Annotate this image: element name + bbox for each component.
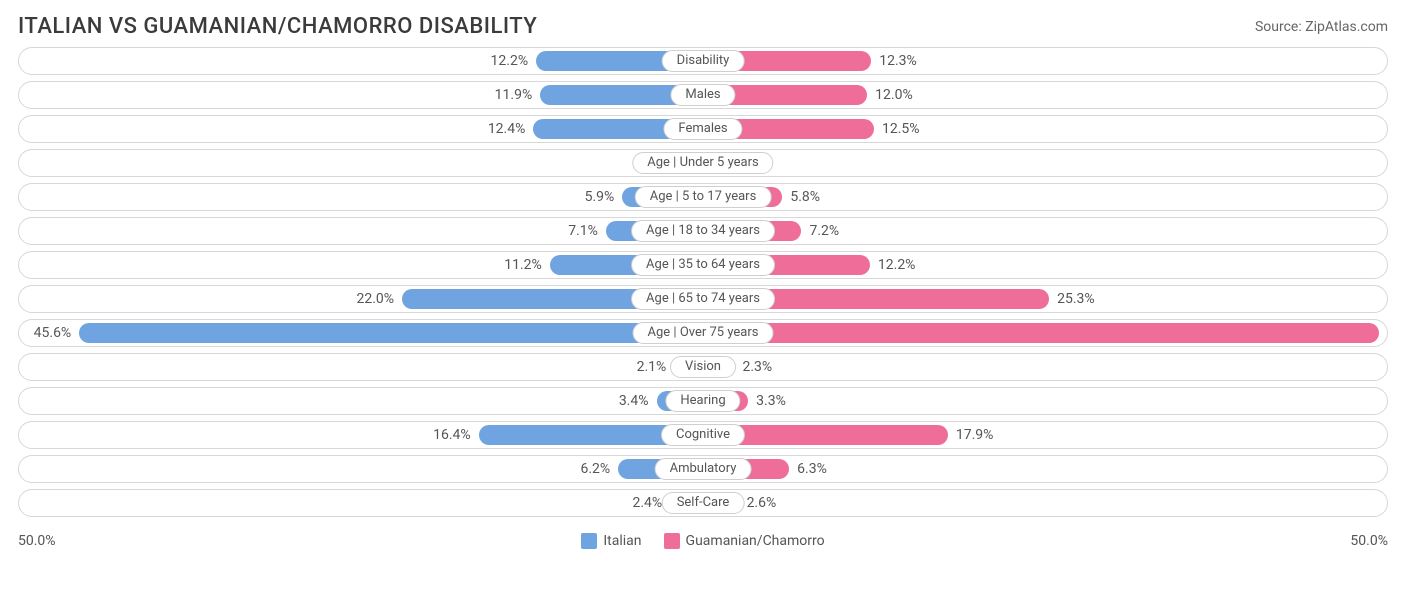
value-left: 22.0% [356, 291, 394, 307]
chart-row: 11.2% 12.2% Age | 35 to 64 years [18, 251, 1388, 279]
chart-header: ITALIAN VS GUAMANIAN/CHAMORRO DISABILITY… [0, 0, 1406, 47]
value-right: 2.3% [742, 359, 772, 375]
legend-label-left: Italian [603, 533, 641, 549]
chart-row: 22.0% 25.3% Age | 65 to 74 years [18, 285, 1388, 313]
value-right: 25.3% [1057, 291, 1095, 307]
value-left: 7.1% [568, 223, 598, 239]
chart-row: 2.4% 2.6%Self-Care [18, 489, 1388, 517]
value-right: 17.9% [956, 427, 994, 443]
row-label: Age | 65 to 74 years [631, 288, 775, 310]
value-left: 5.9% [585, 189, 615, 205]
axis-right-max: 50.0% [1350, 533, 1388, 549]
value-left: 2.1% [637, 359, 667, 375]
value-left: 12.2% [491, 53, 529, 69]
legend-label-right: Guamanian/Chamorro [686, 533, 825, 549]
value-left: 3.4% [619, 393, 649, 409]
value-right: 6.3% [797, 461, 827, 477]
value-right: 12.2% [878, 257, 916, 273]
chart-row: 12.2% 12.3% Disability [18, 47, 1388, 75]
chart-row: 12.4% 12.5% Females [18, 115, 1388, 143]
bar-right [703, 323, 1379, 343]
value-left: 11.9% [495, 87, 533, 103]
chart-row: 45.6% 49.4% Age | Over 75 years [18, 319, 1388, 347]
value-right: 12.5% [882, 121, 920, 137]
chart-row: 16.4% 17.9% Cognitive [18, 421, 1388, 449]
row-label: Age | 18 to 34 years [631, 220, 775, 242]
row-label: Hearing [665, 390, 740, 412]
row-label: Disability [662, 50, 745, 72]
row-label: Vision [670, 356, 736, 378]
value-left: 16.4% [433, 427, 471, 443]
row-label: Males [670, 84, 735, 106]
chart-area: 12.2% 12.3% Disability 11.9% 12.0% Males 12.4%… [0, 47, 1406, 529]
value-right: 3.3% [756, 393, 786, 409]
legend-item-left: Italian [581, 533, 641, 549]
chart-row: 2.1% 2.3% Vision [18, 353, 1388, 381]
chart-row: 11.9% 12.0% Males [18, 81, 1388, 109]
value-left: 2.4% [632, 495, 662, 511]
legend-swatch-right [664, 533, 680, 549]
legend: Italian Guamanian/Chamorro [581, 533, 824, 549]
value-left: 45.6% [34, 325, 72, 341]
value-right: 49.4% [1387, 325, 1388, 341]
chart-row: 5.9% 5.8% Age | 5 to 17 years [18, 183, 1388, 211]
legend-item-right: Guamanian/Chamorro [664, 533, 825, 549]
row-label: Age | 35 to 64 years [631, 254, 775, 276]
value-left: 12.4% [488, 121, 526, 137]
value-right: 5.8% [790, 189, 820, 205]
value-left: 6.2% [581, 461, 611, 477]
value-right: 2.6% [747, 495, 777, 511]
chart-source: Source: ZipAtlas.com [1255, 19, 1388, 35]
value-right: 12.3% [879, 53, 917, 69]
row-label: Cognitive [661, 424, 745, 446]
row-label: Age | Under 5 years [632, 152, 773, 174]
value-right: 12.0% [875, 87, 913, 103]
row-label: Self-Care [662, 492, 745, 514]
legend-swatch-left [581, 533, 597, 549]
chart-footer: 50.0% Italian Guamanian/Chamorro 50.0% [0, 529, 1406, 559]
row-label: Ambulatory [655, 458, 752, 480]
value-left: 11.2% [504, 257, 542, 273]
bar-left [79, 323, 703, 343]
chart-row: 6.2% 6.3% Ambulatory [18, 455, 1388, 483]
row-label: Age | 5 to 17 years [635, 186, 772, 208]
chart-row: 1.6%1.2%Age | Under 5 years [18, 149, 1388, 177]
row-label: Age | Over 75 years [633, 322, 774, 344]
axis-left-max: 50.0% [18, 533, 56, 549]
chart-title: ITALIAN VS GUAMANIAN/CHAMORRO DISABILITY [18, 14, 537, 39]
chart-row: 3.4% 3.3% Hearing [18, 387, 1388, 415]
value-right: 7.2% [809, 223, 839, 239]
chart-row: 7.1% 7.2% Age | 18 to 34 years [18, 217, 1388, 245]
row-label: Females [663, 118, 742, 140]
